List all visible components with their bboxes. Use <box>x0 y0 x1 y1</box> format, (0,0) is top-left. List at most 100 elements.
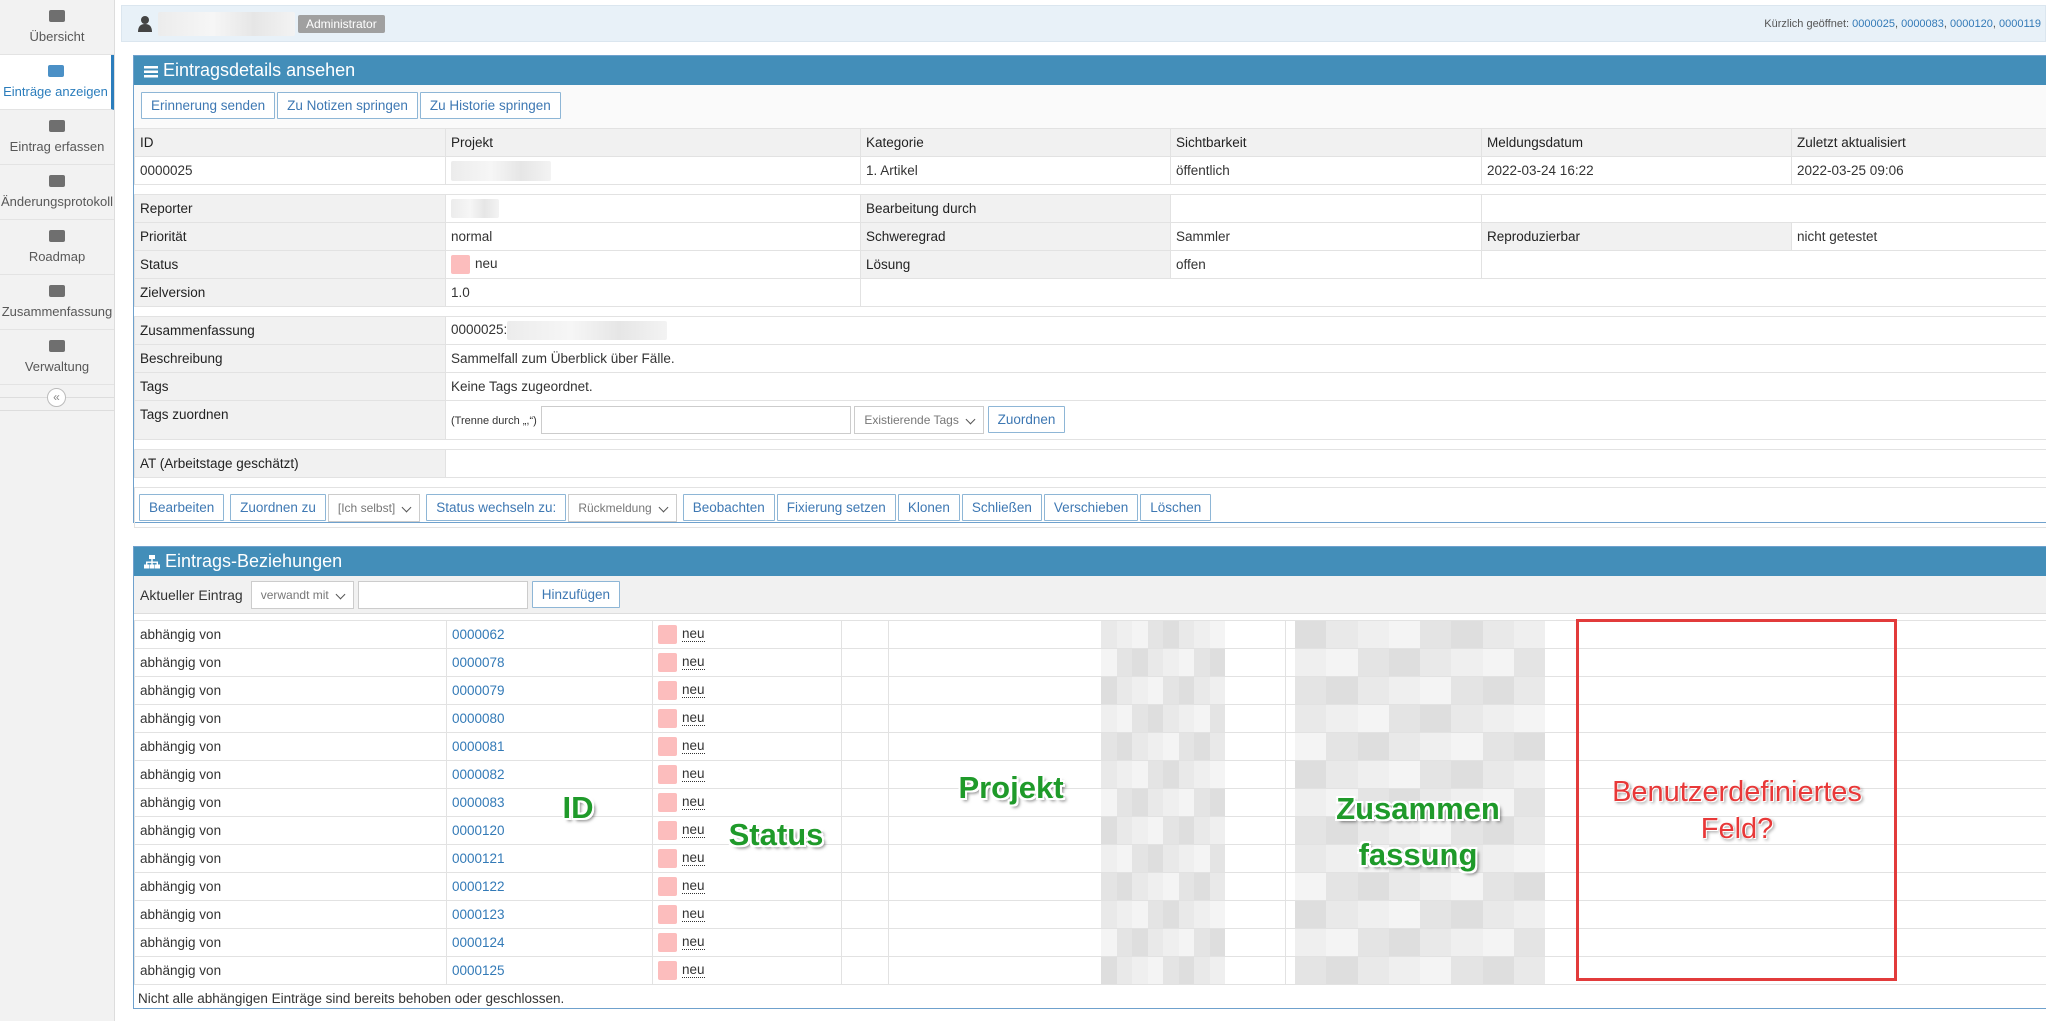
cell: 0000125 <box>446 956 653 985</box>
label: Schweregrad <box>860 222 1171 251</box>
cell: neu <box>652 704 842 733</box>
button[interactable]: Klonen <box>897 493 960 521</box>
button[interactable]: Zu Historie springen <box>419 92 561 119</box>
relation-type: abhängig von <box>134 620 447 649</box>
nav-item[interactable]: Zusammenfassung <box>0 275 114 330</box>
icon <box>49 120 65 132</box>
nav-item[interactable]: Verwaltung <box>0 330 114 385</box>
button[interactable]: Zuordnen <box>987 405 1066 433</box>
button[interactable]: Verschieben <box>1043 493 1139 521</box>
button[interactable]: Hinzufügen <box>531 581 621 608</box>
select[interactable]: Rückmeldung <box>568 493 677 522</box>
button[interactable]: Löschen <box>1140 493 1212 521</box>
button[interactable]: Beobachten <box>682 493 775 521</box>
blurred-summary <box>1285 872 2046 901</box>
blurred-project <box>888 648 1286 677</box>
relation-type: abhängig von <box>134 900 447 929</box>
relation-row: abhängig von 0000081 neu <box>134 732 2046 761</box>
collapse-icon: « <box>47 388 66 407</box>
blurred-summary <box>1285 760 2046 789</box>
cell: offen <box>1170 250 1482 279</box>
recent-link[interactable]: 0000119 <box>1998 18 2041 30</box>
recent-link[interactable]: 0000083 <box>1901 18 1944 30</box>
issue-link[interactable]: 0000120 <box>452 823 505 838</box>
issue-link[interactable]: 0000078 <box>452 655 505 670</box>
cell: 1. Artikel <box>860 156 1171 185</box>
icon <box>49 10 65 22</box>
cell <box>841 872 889 901</box>
cell: 0000122 <box>446 872 653 901</box>
relation-row: abhängig von 0000122 neu <box>134 872 2046 901</box>
nav-item[interactable]: Einträge anzeigen <box>0 55 114 110</box>
button[interactable]: Zuordnen zu <box>230 493 326 521</box>
cell: neu <box>652 620 842 649</box>
recent-link[interactable]: 0000025 <box>1852 18 1895 30</box>
issue-link[interactable]: 0000079 <box>452 683 505 698</box>
cell: 0000083 <box>446 788 653 817</box>
status: neu <box>682 878 705 895</box>
cell: 0000025: <box>445 316 2046 345</box>
icon <box>49 340 65 352</box>
status: neu <box>682 738 705 755</box>
issue-link[interactable]: 0000125 <box>452 963 505 978</box>
button[interactable]: Bearbeiten <box>139 493 225 521</box>
tag-select[interactable]: Existierende Tags <box>854 405 984 434</box>
issue-link[interactable]: 0000081 <box>452 739 505 754</box>
blurred-summary <box>1285 816 2046 845</box>
top-bar: Administrator Kürzlich geöffnet: 0000025… <box>121 5 2046 42</box>
panel-title: Eintrags-Beziehungen <box>165 551 343 571</box>
relation-row: abhängig von 0000121 neu <box>134 844 2046 873</box>
relation-type: abhängig von <box>134 648 447 677</box>
status-color <box>658 737 677 756</box>
tag-input[interactable] <box>540 406 851 435</box>
issue-link[interactable]: 0000123 <box>452 907 505 922</box>
recent-link[interactable]: 0000120 <box>1950 18 1993 30</box>
button[interactable]: Zu Notizen springen <box>277 92 418 119</box>
icon <box>49 230 65 242</box>
relation-type: abhängig von <box>134 760 447 789</box>
issue-link[interactable]: 0000082 <box>452 767 505 782</box>
status: neu <box>682 794 705 811</box>
collapse-toggle[interactable]: « <box>0 385 114 411</box>
nav-item[interactable]: Übersicht <box>0 0 114 55</box>
blurred-project <box>888 900 1286 929</box>
relations-panel: Eintrags-Beziehungen Aktueller Eintrag v… <box>133 546 2046 1009</box>
issue-link[interactable]: 0000062 <box>452 627 505 642</box>
add-relation: Aktueller Eintrag verwandt mit Hinzufüge… <box>134 576 2046 614</box>
status-color <box>658 765 677 784</box>
cell: neu <box>652 928 842 957</box>
label: Status <box>134 250 446 279</box>
button[interactable]: Erinnerung senden <box>141 92 276 119</box>
summary-value: 0000025: <box>451 322 508 338</box>
annotation-box <box>1576 619 1897 981</box>
issue-link[interactable]: 0000083 <box>452 795 505 810</box>
relation-select[interactable]: verwandt mit <box>250 580 354 609</box>
nav-item[interactable]: Eintrag erfassen <box>0 110 114 165</box>
relation-input[interactable] <box>357 580 528 609</box>
status-value: neu <box>475 256 498 272</box>
label: AT (Arbeitstage geschätzt) <box>134 449 446 478</box>
cell: 2022-03-25 09:06 <box>1791 156 2046 185</box>
button[interactable]: Fixierung setzen <box>776 493 896 521</box>
label: Bearbeitung durch <box>860 194 1171 223</box>
relation-row: abhängig von 0000120 neu <box>134 816 2046 845</box>
status-color <box>658 821 677 840</box>
nav-item[interactable]: Änderungsprotokoll <box>0 165 114 220</box>
issue-link[interactable]: 0000080 <box>452 711 505 726</box>
button[interactable]: Status wechseln zu: <box>426 493 567 521</box>
hint: (Trenne durch „,“) <box>451 414 537 427</box>
relation-type: abhängig von <box>134 788 447 817</box>
select[interactable]: [Ich selbst] <box>327 493 421 522</box>
cell <box>841 676 889 705</box>
issue-link[interactable]: 0000121 <box>452 851 505 866</box>
button[interactable]: Schließen <box>961 493 1042 521</box>
column-header: Zuletzt aktualisiert <box>1791 128 2046 157</box>
relation-row: abhängig von 0000080 neu <box>134 704 2046 733</box>
issue-link[interactable]: 0000124 <box>452 935 505 950</box>
cell: 0000080 <box>446 704 653 733</box>
cell: neu <box>652 844 842 873</box>
status: neu <box>682 822 705 839</box>
column-header: ID <box>134 128 446 157</box>
nav-item[interactable]: Roadmap <box>0 220 114 275</box>
issue-link[interactable]: 0000122 <box>452 879 505 894</box>
